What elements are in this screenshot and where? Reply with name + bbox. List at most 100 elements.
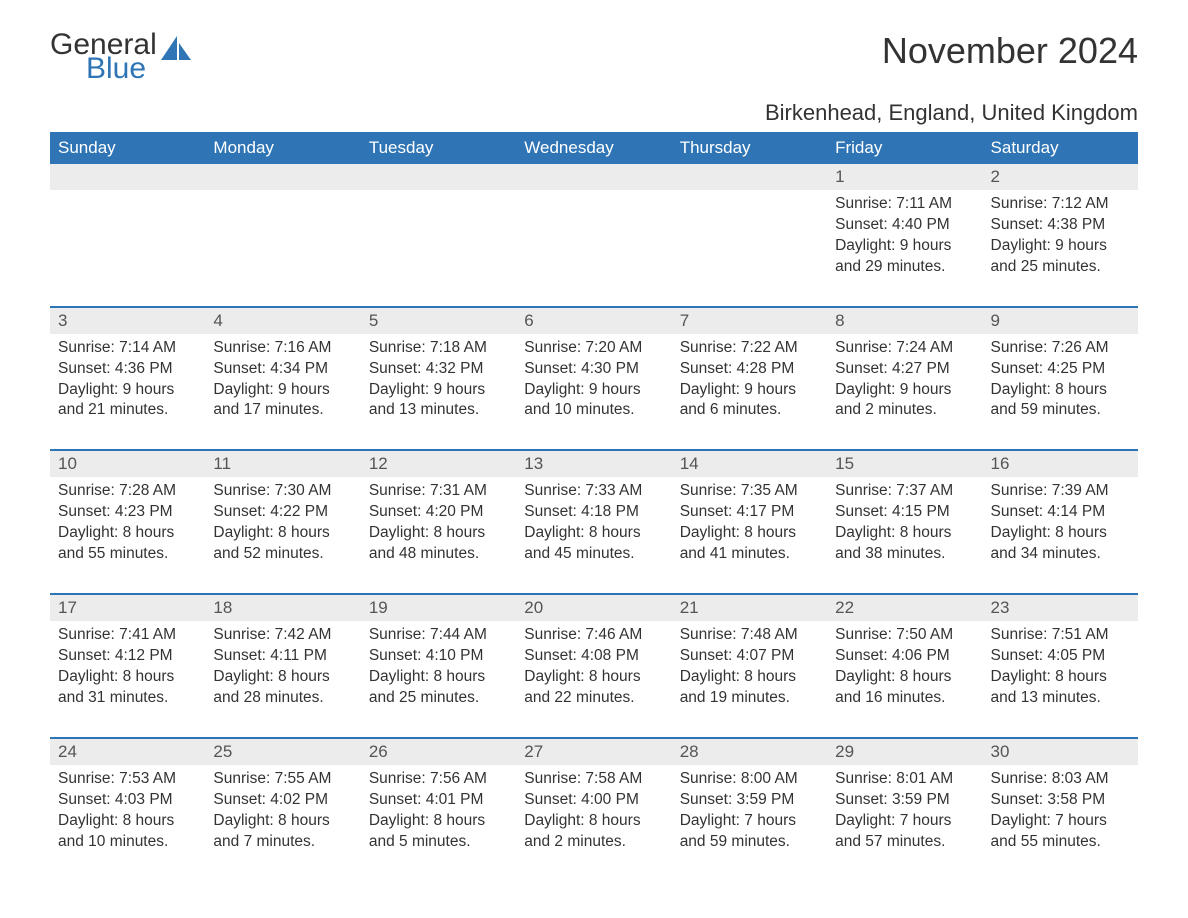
- day-detail-cell: Sunrise: 7:58 AMSunset: 4:00 PMDaylight:…: [516, 765, 671, 881]
- day-number-cell: 16: [983, 451, 1138, 477]
- sunset-line: Sunset: 4:01 PM: [369, 790, 508, 811]
- day-detail-cell: Sunrise: 7:56 AMSunset: 4:01 PMDaylight:…: [361, 765, 516, 881]
- sunset-line: Sunset: 3:59 PM: [680, 790, 819, 811]
- day-number-cell: 4: [205, 308, 360, 334]
- daylight-line: Daylight: 9 hours and 25 minutes.: [991, 236, 1130, 278]
- day-number-cell: [205, 164, 360, 190]
- sunrise-line: Sunrise: 7:53 AM: [58, 769, 197, 790]
- day-detail-cell: Sunrise: 7:48 AMSunset: 4:07 PMDaylight:…: [672, 621, 827, 738]
- weekday-header: Wednesday: [516, 132, 671, 164]
- day-number-cell: 29: [827, 739, 982, 765]
- day-number-cell: 21: [672, 595, 827, 621]
- sunset-line: Sunset: 4:15 PM: [835, 502, 974, 523]
- daylight-line: Daylight: 8 hours and 34 minutes.: [991, 523, 1130, 565]
- sunset-line: Sunset: 4:32 PM: [369, 359, 508, 380]
- day-detail-cell: [361, 190, 516, 307]
- day-number-cell: 20: [516, 595, 671, 621]
- day-number-cell: 3: [50, 308, 205, 334]
- day-detail-row: Sunrise: 7:28 AMSunset: 4:23 PMDaylight:…: [50, 477, 1138, 594]
- sunset-line: Sunset: 4:17 PM: [680, 502, 819, 523]
- sunrise-line: Sunrise: 7:12 AM: [991, 194, 1130, 215]
- day-number-row: 17181920212223: [50, 595, 1138, 621]
- day-detail-row: Sunrise: 7:11 AMSunset: 4:40 PMDaylight:…: [50, 190, 1138, 307]
- day-number-cell: 7: [672, 308, 827, 334]
- sunrise-line: Sunrise: 7:51 AM: [991, 625, 1130, 646]
- sunrise-line: Sunrise: 8:03 AM: [991, 769, 1130, 790]
- day-detail-cell: Sunrise: 7:41 AMSunset: 4:12 PMDaylight:…: [50, 621, 205, 738]
- weekday-header: Tuesday: [361, 132, 516, 164]
- sunrise-line: Sunrise: 7:33 AM: [524, 481, 663, 502]
- sunset-line: Sunset: 4:25 PM: [991, 359, 1130, 380]
- day-number-cell: 22: [827, 595, 982, 621]
- month-title: November 2024: [882, 30, 1138, 72]
- sunset-line: Sunset: 4:34 PM: [213, 359, 352, 380]
- sunset-line: Sunset: 4:03 PM: [58, 790, 197, 811]
- day-number-cell: 5: [361, 308, 516, 334]
- day-detail-cell: Sunrise: 8:01 AMSunset: 3:59 PMDaylight:…: [827, 765, 982, 881]
- sunrise-line: Sunrise: 7:37 AM: [835, 481, 974, 502]
- day-detail-cell: [205, 190, 360, 307]
- sunset-line: Sunset: 4:02 PM: [213, 790, 352, 811]
- day-number-cell: 10: [50, 451, 205, 477]
- day-number-cell: 15: [827, 451, 982, 477]
- daylight-line: Daylight: 8 hours and 38 minutes.: [835, 523, 974, 565]
- day-detail-cell: Sunrise: 7:24 AMSunset: 4:27 PMDaylight:…: [827, 334, 982, 451]
- daylight-line: Daylight: 9 hours and 13 minutes.: [369, 380, 508, 422]
- day-detail-cell: Sunrise: 7:42 AMSunset: 4:11 PMDaylight:…: [205, 621, 360, 738]
- daylight-line: Daylight: 8 hours and 41 minutes.: [680, 523, 819, 565]
- daylight-line: Daylight: 8 hours and 10 minutes.: [58, 811, 197, 853]
- day-detail-cell: Sunrise: 7:51 AMSunset: 4:05 PMDaylight:…: [983, 621, 1138, 738]
- day-number-cell: 11: [205, 451, 360, 477]
- sunset-line: Sunset: 4:12 PM: [58, 646, 197, 667]
- day-number-cell: 17: [50, 595, 205, 621]
- weekday-header: Saturday: [983, 132, 1138, 164]
- daylight-line: Daylight: 8 hours and 22 minutes.: [524, 667, 663, 709]
- day-number-cell: 9: [983, 308, 1138, 334]
- weekday-header: Thursday: [672, 132, 827, 164]
- sunrise-line: Sunrise: 7:56 AM: [369, 769, 508, 790]
- sunset-line: Sunset: 4:40 PM: [835, 215, 974, 236]
- sunrise-line: Sunrise: 7:41 AM: [58, 625, 197, 646]
- day-detail-cell: Sunrise: 8:00 AMSunset: 3:59 PMDaylight:…: [672, 765, 827, 881]
- day-detail-cell: Sunrise: 7:33 AMSunset: 4:18 PMDaylight:…: [516, 477, 671, 594]
- day-number-cell: 6: [516, 308, 671, 334]
- daylight-line: Daylight: 8 hours and 45 minutes.: [524, 523, 663, 565]
- daylight-line: Daylight: 9 hours and 21 minutes.: [58, 380, 197, 422]
- weekday-header-row: SundayMondayTuesdayWednesdayThursdayFrid…: [50, 132, 1138, 164]
- daylight-line: Daylight: 8 hours and 28 minutes.: [213, 667, 352, 709]
- daylight-line: Daylight: 7 hours and 57 minutes.: [835, 811, 974, 853]
- day-number-row: 10111213141516: [50, 451, 1138, 477]
- weekday-header: Friday: [827, 132, 982, 164]
- day-detail-cell: [672, 190, 827, 307]
- day-detail-cell: Sunrise: 7:26 AMSunset: 4:25 PMDaylight:…: [983, 334, 1138, 451]
- sunrise-line: Sunrise: 7:31 AM: [369, 481, 508, 502]
- sunrise-line: Sunrise: 7:39 AM: [991, 481, 1130, 502]
- sunrise-line: Sunrise: 7:44 AM: [369, 625, 508, 646]
- day-detail-cell: Sunrise: 7:46 AMSunset: 4:08 PMDaylight:…: [516, 621, 671, 738]
- sunset-line: Sunset: 4:07 PM: [680, 646, 819, 667]
- day-number-cell: 25: [205, 739, 360, 765]
- sunset-line: Sunset: 4:38 PM: [991, 215, 1130, 236]
- sunset-line: Sunset: 3:58 PM: [991, 790, 1130, 811]
- day-detail-cell: Sunrise: 7:53 AMSunset: 4:03 PMDaylight:…: [50, 765, 205, 881]
- sunset-line: Sunset: 4:00 PM: [524, 790, 663, 811]
- day-number-cell: 18: [205, 595, 360, 621]
- day-detail-cell: Sunrise: 8:03 AMSunset: 3:58 PMDaylight:…: [983, 765, 1138, 881]
- day-detail-cell: Sunrise: 7:50 AMSunset: 4:06 PMDaylight:…: [827, 621, 982, 738]
- day-number-cell: 26: [361, 739, 516, 765]
- sunset-line: Sunset: 4:10 PM: [369, 646, 508, 667]
- day-number-cell: 13: [516, 451, 671, 477]
- day-number-row: 3456789: [50, 308, 1138, 334]
- day-number-cell: 23: [983, 595, 1138, 621]
- day-detail-cell: Sunrise: 7:44 AMSunset: 4:10 PMDaylight:…: [361, 621, 516, 738]
- day-number-cell: 30: [983, 739, 1138, 765]
- sunset-line: Sunset: 4:11 PM: [213, 646, 352, 667]
- sunrise-line: Sunrise: 7:46 AM: [524, 625, 663, 646]
- day-detail-cell: Sunrise: 7:18 AMSunset: 4:32 PMDaylight:…: [361, 334, 516, 451]
- sunrise-line: Sunrise: 7:24 AM: [835, 338, 974, 359]
- logo-word2: Blue: [86, 54, 157, 84]
- day-detail-cell: Sunrise: 7:20 AMSunset: 4:30 PMDaylight:…: [516, 334, 671, 451]
- day-number-cell: 27: [516, 739, 671, 765]
- daylight-line: Daylight: 8 hours and 19 minutes.: [680, 667, 819, 709]
- day-number-cell: 14: [672, 451, 827, 477]
